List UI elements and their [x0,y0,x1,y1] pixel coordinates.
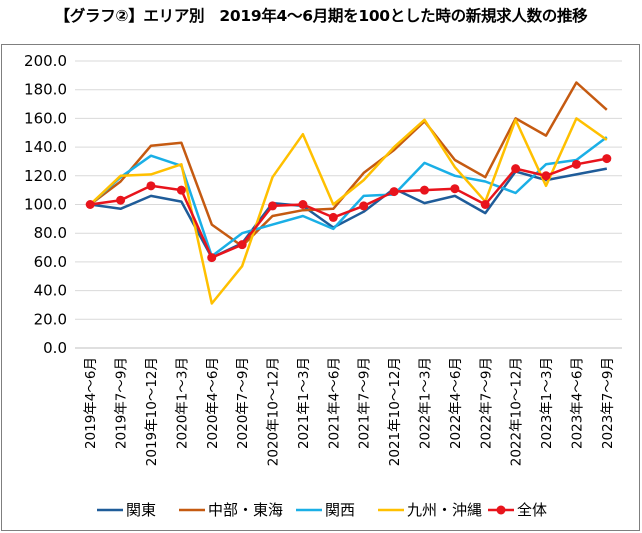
data-point [176,185,186,195]
y-tick-label: 0.0 [43,339,67,357]
y-tick-label: 40.0 [34,282,67,300]
y-tick-label: 120.0 [24,167,67,185]
y-tick-label: 200.0 [24,52,67,70]
series-line-3 [89,117,608,305]
data-point [480,200,490,209]
data-point [298,200,308,209]
data-point [359,201,369,211]
x-tick-label: 2022年7～9月 [478,357,494,449]
chart-frame [1,44,640,531]
data-point [541,171,551,181]
x-tick-label: 2019年10～12月 [144,357,160,466]
data-point [268,201,278,211]
y-tick-label: 140.0 [24,138,67,156]
series-line-4 [90,157,608,259]
y-tick-label: 160.0 [24,109,67,127]
chart-title: 【グラフ②】エリア別 2019年4～6月期を100とした時の新規求人数の推移 [54,7,588,25]
y-tick-label: 60.0 [34,253,67,271]
x-tick-label: 2020年1～3月 [174,357,190,449]
data-point [116,195,126,205]
x-tick-label: 2021年1～3月 [296,357,312,449]
x-tick-label: 2023年4～6月 [569,357,585,449]
legend-marker [496,505,506,515]
data-point [146,181,156,191]
x-tick-label: 2019年7～9月 [114,357,130,449]
series-line-0 [90,167,608,259]
legend-label: 全体 [517,501,547,519]
series-line-2 [89,136,608,258]
legend-label: 中部・東海 [208,501,283,519]
data-point [328,212,338,222]
x-tick-label: 2021年10～12月 [387,357,403,466]
data-point [450,184,460,194]
series-lines [85,81,612,305]
data-point [511,164,521,174]
x-tick-label: 2022年4～6月 [448,357,464,449]
x-tick-label: 2021年7～9月 [357,357,373,449]
x-tick-label: 2020年7～9月 [235,357,251,449]
legend-label: 関東 [126,501,156,519]
legend-label: 九州・沖縄 [407,501,482,519]
x-tick-label: 2022年1～3月 [417,357,433,449]
data-point [237,240,247,250]
x-tick-label: 2020年4～6月 [205,357,221,449]
x-tick-label: 2023年1～3月 [539,357,555,449]
y-tick-label: 100.0 [24,196,67,214]
gridlines [75,60,622,349]
data-point [207,253,217,263]
x-axis-ticks: 2019年4～6月 2019年7～9月 2019年10～12月 2020年1～3月 20… [83,357,616,466]
x-tick-label: 2020年10～12月 [266,357,282,466]
legend: 関東 中部・東海 関西 九州・沖縄 全体 [97,501,547,519]
data-point [85,200,95,209]
y-axis-ticks: 0.0 20.0 40.0 60.0 80.0 100.0 120.0 140.0 160.0 1… [24,52,67,357]
data-point [571,159,581,169]
y-tick-label: 20.0 [34,310,67,328]
series-line-1 [89,81,608,248]
x-tick-label: 2023年7～9月 [600,357,616,449]
y-tick-label: 180.0 [24,81,67,99]
y-tick-label: 80.0 [34,224,67,242]
x-tick-label: 2019年4～6月 [83,357,99,449]
x-tick-label: 2022年10～12月 [509,357,525,466]
data-point [602,154,612,164]
legend-label: 関西 [325,501,355,519]
data-point [389,187,399,197]
x-tick-label: 2021年4～6月 [326,357,342,449]
data-point [419,185,429,195]
